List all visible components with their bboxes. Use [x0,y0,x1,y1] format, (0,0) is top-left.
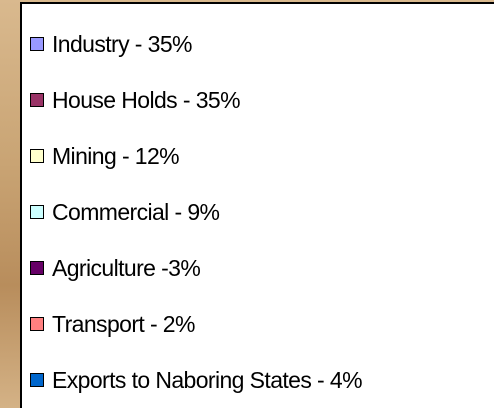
legend-label: Exports to Naboring States - 4% [52,366,363,393]
legend-swatch [30,373,44,387]
legend-label: Mining - 12% [52,142,180,169]
legend-item: Mining - 12% [30,141,180,171]
legend-label: House Holds - 35% [52,86,241,113]
legend-label: Agriculture -3% [52,254,201,281]
legend-label: Transport - 2% [52,310,195,337]
legend-item: House Holds - 35% [30,85,241,115]
legend-swatch [30,317,44,331]
legend: Industry - 35% House Holds - 35% Mining - … [20,2,494,408]
legend-swatch [30,205,44,219]
legend-label: Industry - 35% [52,30,192,57]
legend-swatch [30,261,44,275]
legend-swatch [30,37,44,51]
legend-item: Industry - 35% [30,29,192,59]
legend-item: Transport - 2% [30,309,195,339]
legend-swatch [30,93,44,107]
legend-item: Exports to Naboring States - 4% [30,365,363,395]
legend-item: Agriculture -3% [30,253,201,283]
legend-label: Commercial - 9% [52,198,220,225]
legend-swatch [30,149,44,163]
legend-item: Commercial - 9% [30,197,220,227]
